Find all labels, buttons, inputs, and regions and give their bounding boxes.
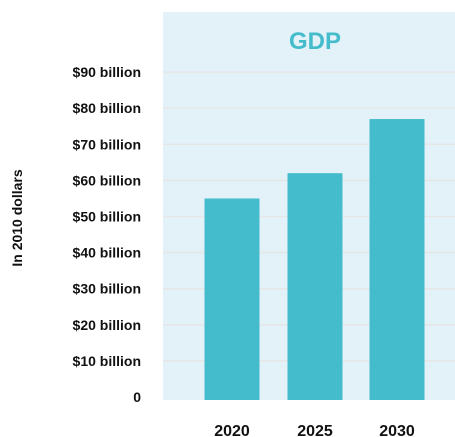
y-tick-labels: 0 $10 billion $20 billion $30 billion $40 bi… [73, 64, 142, 405]
y-tick-label: $60 billion [73, 172, 141, 188]
y-tick-label: $30 billion [73, 281, 141, 297]
y-tick-label: $40 billion [73, 245, 141, 261]
x-category-label: 2025 [297, 423, 333, 437]
y-tick-label: 0 [133, 389, 141, 405]
bar-2025 [287, 173, 343, 400]
y-tick-label: $70 billion [73, 136, 141, 152]
y-tick-label: $50 billion [73, 209, 141, 225]
x-category-label: 2020 [214, 423, 250, 437]
y-tick-label: $90 billion [73, 64, 141, 80]
x-category-label: 2030 [379, 423, 415, 437]
x-category-labels: 2020 2025 2030 [214, 423, 415, 437]
bars [204, 119, 425, 400]
y-tick-label: $10 billion [73, 353, 141, 369]
chart-title: GDP [289, 28, 341, 55]
y-tick-label: $20 billion [73, 317, 141, 333]
bar-2020 [204, 198, 260, 400]
bar-2030 [369, 119, 425, 400]
y-axis-label: In 2010 dollars [9, 169, 25, 266]
y-tick-label: $80 billion [73, 100, 141, 116]
